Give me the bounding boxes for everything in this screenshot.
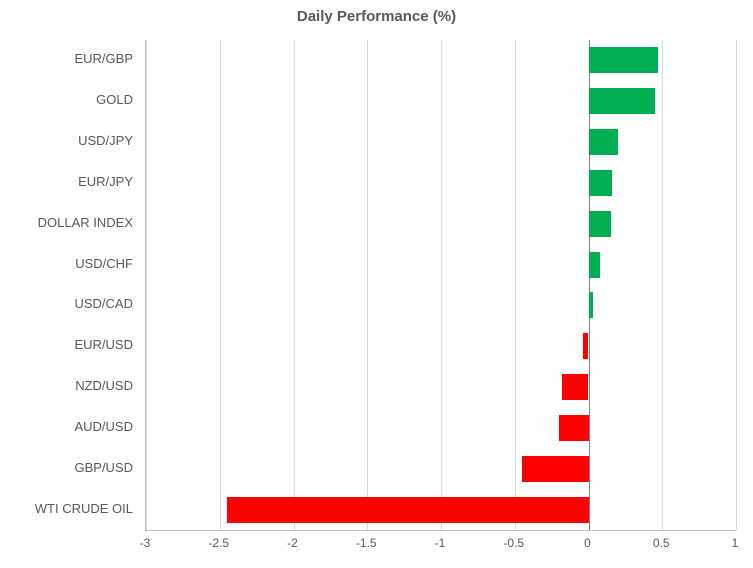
bar	[589, 170, 613, 196]
y-tick-label: GOLD	[0, 92, 133, 107]
x-tick-label: -1.5	[356, 536, 377, 550]
y-tick-label: USD/CAD	[0, 296, 133, 311]
bar	[522, 456, 588, 482]
plot-area	[145, 40, 736, 531]
daily-performance-chart: Daily Performance (%) -3 -2.5 -2 -1.5 -1 -0.5…	[0, 0, 753, 568]
bar	[562, 374, 589, 400]
bar	[589, 129, 619, 155]
x-tick-label: 0	[584, 536, 591, 550]
y-tick-label: WTI CRUDE OIL	[0, 501, 133, 516]
bar	[589, 88, 655, 114]
y-tick-label: USD/CHF	[0, 256, 133, 271]
gridline	[441, 40, 442, 530]
bar	[589, 211, 611, 237]
gridline	[662, 40, 663, 530]
x-tick-label: -1	[435, 536, 446, 550]
gridline	[736, 40, 737, 530]
y-tick-label: GBP/USD	[0, 460, 133, 475]
bar	[227, 497, 588, 523]
bar	[589, 252, 601, 278]
x-tick-label: 0.5	[653, 536, 670, 550]
y-tick-label: EUR/USD	[0, 337, 133, 352]
y-tick-label: DOLLAR INDEX	[0, 215, 133, 230]
y-tick-label: EUR/GBP	[0, 51, 133, 66]
y-tick-label: NZD/USD	[0, 378, 133, 393]
gridline	[515, 40, 516, 530]
y-tick-label: EUR/JPY	[0, 174, 133, 189]
gridline	[294, 40, 295, 530]
bar	[589, 47, 658, 73]
y-tick-label: AUD/USD	[0, 419, 133, 434]
gridline	[367, 40, 368, 530]
x-tick-label: 1	[732, 536, 739, 550]
bar	[559, 415, 589, 441]
chart-title: Daily Performance (%)	[0, 8, 753, 25]
gridline	[220, 40, 221, 530]
y-tick-label: USD/JPY	[0, 133, 133, 148]
x-tick-label: -3	[140, 536, 151, 550]
gridline	[146, 40, 147, 530]
bar	[583, 333, 589, 359]
x-tick-label: -0.5	[503, 536, 524, 550]
x-tick-label: -2.5	[208, 536, 229, 550]
bar	[589, 292, 593, 318]
x-tick-label: -2	[287, 536, 298, 550]
